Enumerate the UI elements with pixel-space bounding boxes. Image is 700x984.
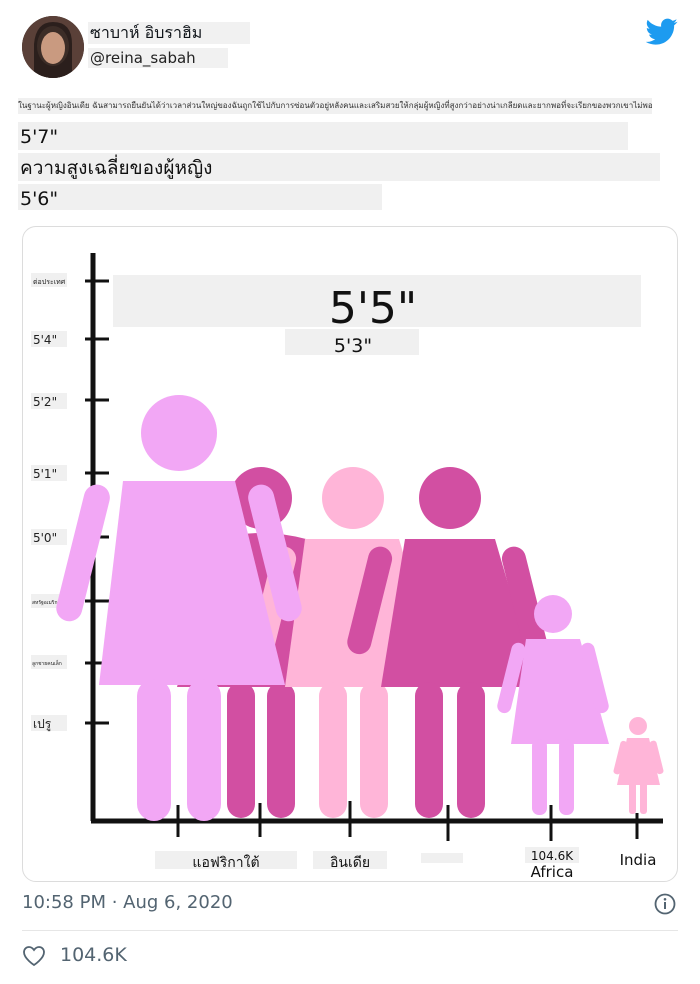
y-tick-label: 5'1" [33,467,57,481]
figure-small [497,595,609,815]
author-name[interactable]: ซาบาห์ อิบราฮิม [88,22,250,44]
heart-icon[interactable] [22,944,46,968]
chart-image-card[interactable]: ต่อประเทศ 5'4" 5'2" 5'1" 5'0" สหรัฐอเมริ… [22,226,678,882]
y-tick-label: 5'4" [33,333,57,347]
tweet-body-text: ในฐานะผู้หญิงอินเดีย ฉันสามารถยืนยันได้ว… [18,98,652,114]
y-tick-label-small: สหรัฐอเมริกา [32,599,61,606]
y-tick-label-small: ลูกชายคนเล็ก [32,659,62,667]
x-label: 104.6K [531,849,574,863]
x-label: แอฟริกาใต้ [192,854,259,871]
tweet-line-2: ความสูงเฉลี่ยของผู้หญิง [18,153,660,181]
avatar[interactable] [22,16,84,78]
y-tick-label: เปรู [33,717,52,732]
overlay-small-label: 5'3" [334,335,372,357]
overlay-box-big [113,275,641,327]
figure-magenta [347,467,547,818]
like-count[interactable]: 104.6K [60,944,127,966]
figure-tallest [56,395,302,821]
figure-smallest [613,717,664,814]
tweet-line-3: 5'6" [18,184,382,210]
divider [22,930,678,931]
x-label: India [620,851,657,869]
height-chart: ต่อประเทศ 5'4" 5'2" 5'1" 5'0" สหรัฐอเมริ… [31,253,664,881]
x-label: Africa [531,863,574,881]
x-label-placeholder [421,853,463,863]
x-label: อินเดีย [330,855,370,871]
tweet-timestamp[interactable]: 10:58 PM · Aug 6, 2020 [22,892,233,913]
y-tick-label: 5'0" [33,531,57,545]
tweet-line-1: 5'7" [18,122,628,150]
author-handle[interactable]: @reina_sabah [88,48,228,68]
y-tick-label: 5'2" [33,395,57,409]
overlay-box-small [285,329,419,355]
info-icon[interactable] [654,893,676,915]
twitter-bird-icon[interactable] [645,18,678,46]
y-tick-label-top: ต่อประเทศ [33,278,66,286]
overlay-big-label: 5'5" [329,283,417,334]
